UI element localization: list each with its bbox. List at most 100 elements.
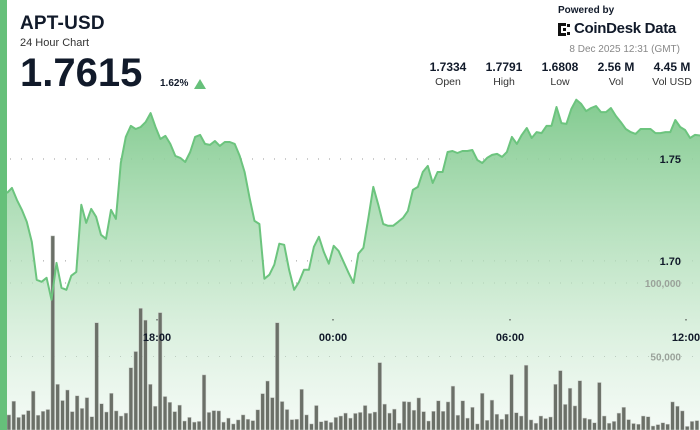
- volume-bar: [167, 402, 172, 430]
- volume-bar: [75, 395, 80, 430]
- volume-bar: [333, 417, 338, 430]
- volume-bar: [31, 390, 36, 430]
- volume-bar: [655, 424, 661, 430]
- volume-bar: [372, 411, 377, 430]
- volume-bar: [363, 405, 368, 430]
- volume-bar: [231, 423, 236, 430]
- volume-bar: [670, 401, 675, 430]
- stat-value: 2.56 M: [597, 60, 635, 74]
- volume-bar: [36, 414, 41, 430]
- volume-bar: [514, 412, 519, 430]
- volume-bar: [201, 374, 207, 430]
- volume-bar: [172, 411, 177, 430]
- volume-bar: [348, 417, 353, 430]
- volume-bar: [255, 409, 260, 430]
- stat-label: Open: [435, 76, 461, 88]
- price-change: 1.62%: [160, 78, 189, 89]
- volume-bar: [26, 410, 31, 430]
- volume-bar: [55, 384, 60, 430]
- volume-bar: [328, 422, 334, 430]
- volume-bar: [631, 423, 636, 430]
- volume-bar: [650, 425, 656, 430]
- volume-bar: [543, 418, 548, 430]
- volume-bar: [602, 415, 607, 430]
- volume-bar: [250, 420, 255, 430]
- time-tick-mark: [685, 319, 687, 321]
- symbol-title: APT-USD: [20, 13, 105, 34]
- stat-low: 1.6808 Low: [532, 60, 588, 89]
- volume-bar: [162, 396, 168, 430]
- volume-bar: [616, 412, 621, 430]
- volume-bar: [270, 397, 275, 430]
- volume-bar: [524, 364, 529, 430]
- time-tick-mark: [156, 319, 158, 321]
- volume-bar: [338, 415, 343, 430]
- volume-bar: [197, 421, 202, 430]
- volume-bar: [460, 400, 465, 430]
- up-triangle-icon: [194, 79, 206, 89]
- volume-bar: [192, 421, 197, 430]
- volume-bar: [572, 405, 578, 430]
- volume-bar: [109, 393, 114, 430]
- volume-bar: [118, 415, 124, 430]
- volume-bar: [99, 403, 104, 430]
- volume-bar: [582, 417, 587, 430]
- powered-by-label: Powered by: [558, 5, 615, 16]
- volume-bar: [426, 420, 431, 430]
- volume-bar: [567, 387, 573, 430]
- volume-bar: [431, 411, 436, 430]
- volume-bar: [104, 411, 109, 430]
- volume-bar: [665, 423, 670, 430]
- volume-bar: [309, 423, 314, 430]
- price-area-fill: [7, 99, 700, 430]
- volume-bar: [153, 405, 158, 430]
- stat-value: 4.45 M: [653, 60, 691, 74]
- volume-bar: [470, 407, 475, 430]
- volume-bar: [304, 414, 309, 430]
- current-price: 1.7615: [20, 51, 143, 95]
- volume-bar: [21, 414, 26, 430]
- volume-bar: [294, 418, 299, 430]
- volume-bar: [60, 400, 65, 430]
- volume-bar: [563, 404, 568, 430]
- volume-bar: [387, 412, 392, 430]
- volume-bar: [660, 422, 665, 430]
- volume-bar: [221, 421, 226, 430]
- stat-value: 1.6808: [541, 60, 579, 74]
- volume-bar: [577, 380, 582, 430]
- volume-bar: [260, 393, 265, 430]
- time-tick-mark: [332, 319, 334, 321]
- volume-bar: [441, 411, 446, 430]
- stat-high: 1.7791 High: [476, 60, 532, 89]
- volume-bar: [280, 401, 285, 430]
- volume-bar: [675, 405, 680, 430]
- volume-bar: [148, 384, 153, 430]
- volume-bar: [436, 400, 441, 430]
- volume-bar: [499, 418, 504, 430]
- volume-bar: [504, 413, 509, 430]
- volume-bar: [587, 418, 592, 430]
- coindesk-logo-icon: [558, 22, 570, 36]
- volume-bar: [489, 399, 495, 430]
- volume-bar: [416, 397, 421, 430]
- volume-bar: [538, 415, 543, 430]
- timestamp: 8 Dec 2025 12:31 (GMT): [569, 44, 680, 55]
- volume-bar: [685, 426, 690, 430]
- volume-bar: [323, 420, 329, 430]
- volume-bar: [480, 393, 485, 430]
- volume-tick-label: 50,000: [650, 352, 681, 363]
- volume-bar: [6, 414, 11, 430]
- volume-bar: [236, 419, 241, 430]
- volume-bar: [621, 407, 626, 430]
- stat-value: 1.7791: [485, 60, 523, 74]
- volume-bar: [636, 423, 641, 430]
- volume-bar: [138, 308, 143, 430]
- coindesk-logo[interactable]: CoinDesk Data: [558, 20, 676, 38]
- stat-label: Vol: [608, 76, 624, 88]
- volume-bar: [299, 389, 304, 430]
- volume-bar: [397, 422, 402, 430]
- volume-bar: [411, 409, 417, 430]
- volume-bar: [45, 409, 50, 430]
- brand-name: CoinDesk Data: [574, 20, 676, 37]
